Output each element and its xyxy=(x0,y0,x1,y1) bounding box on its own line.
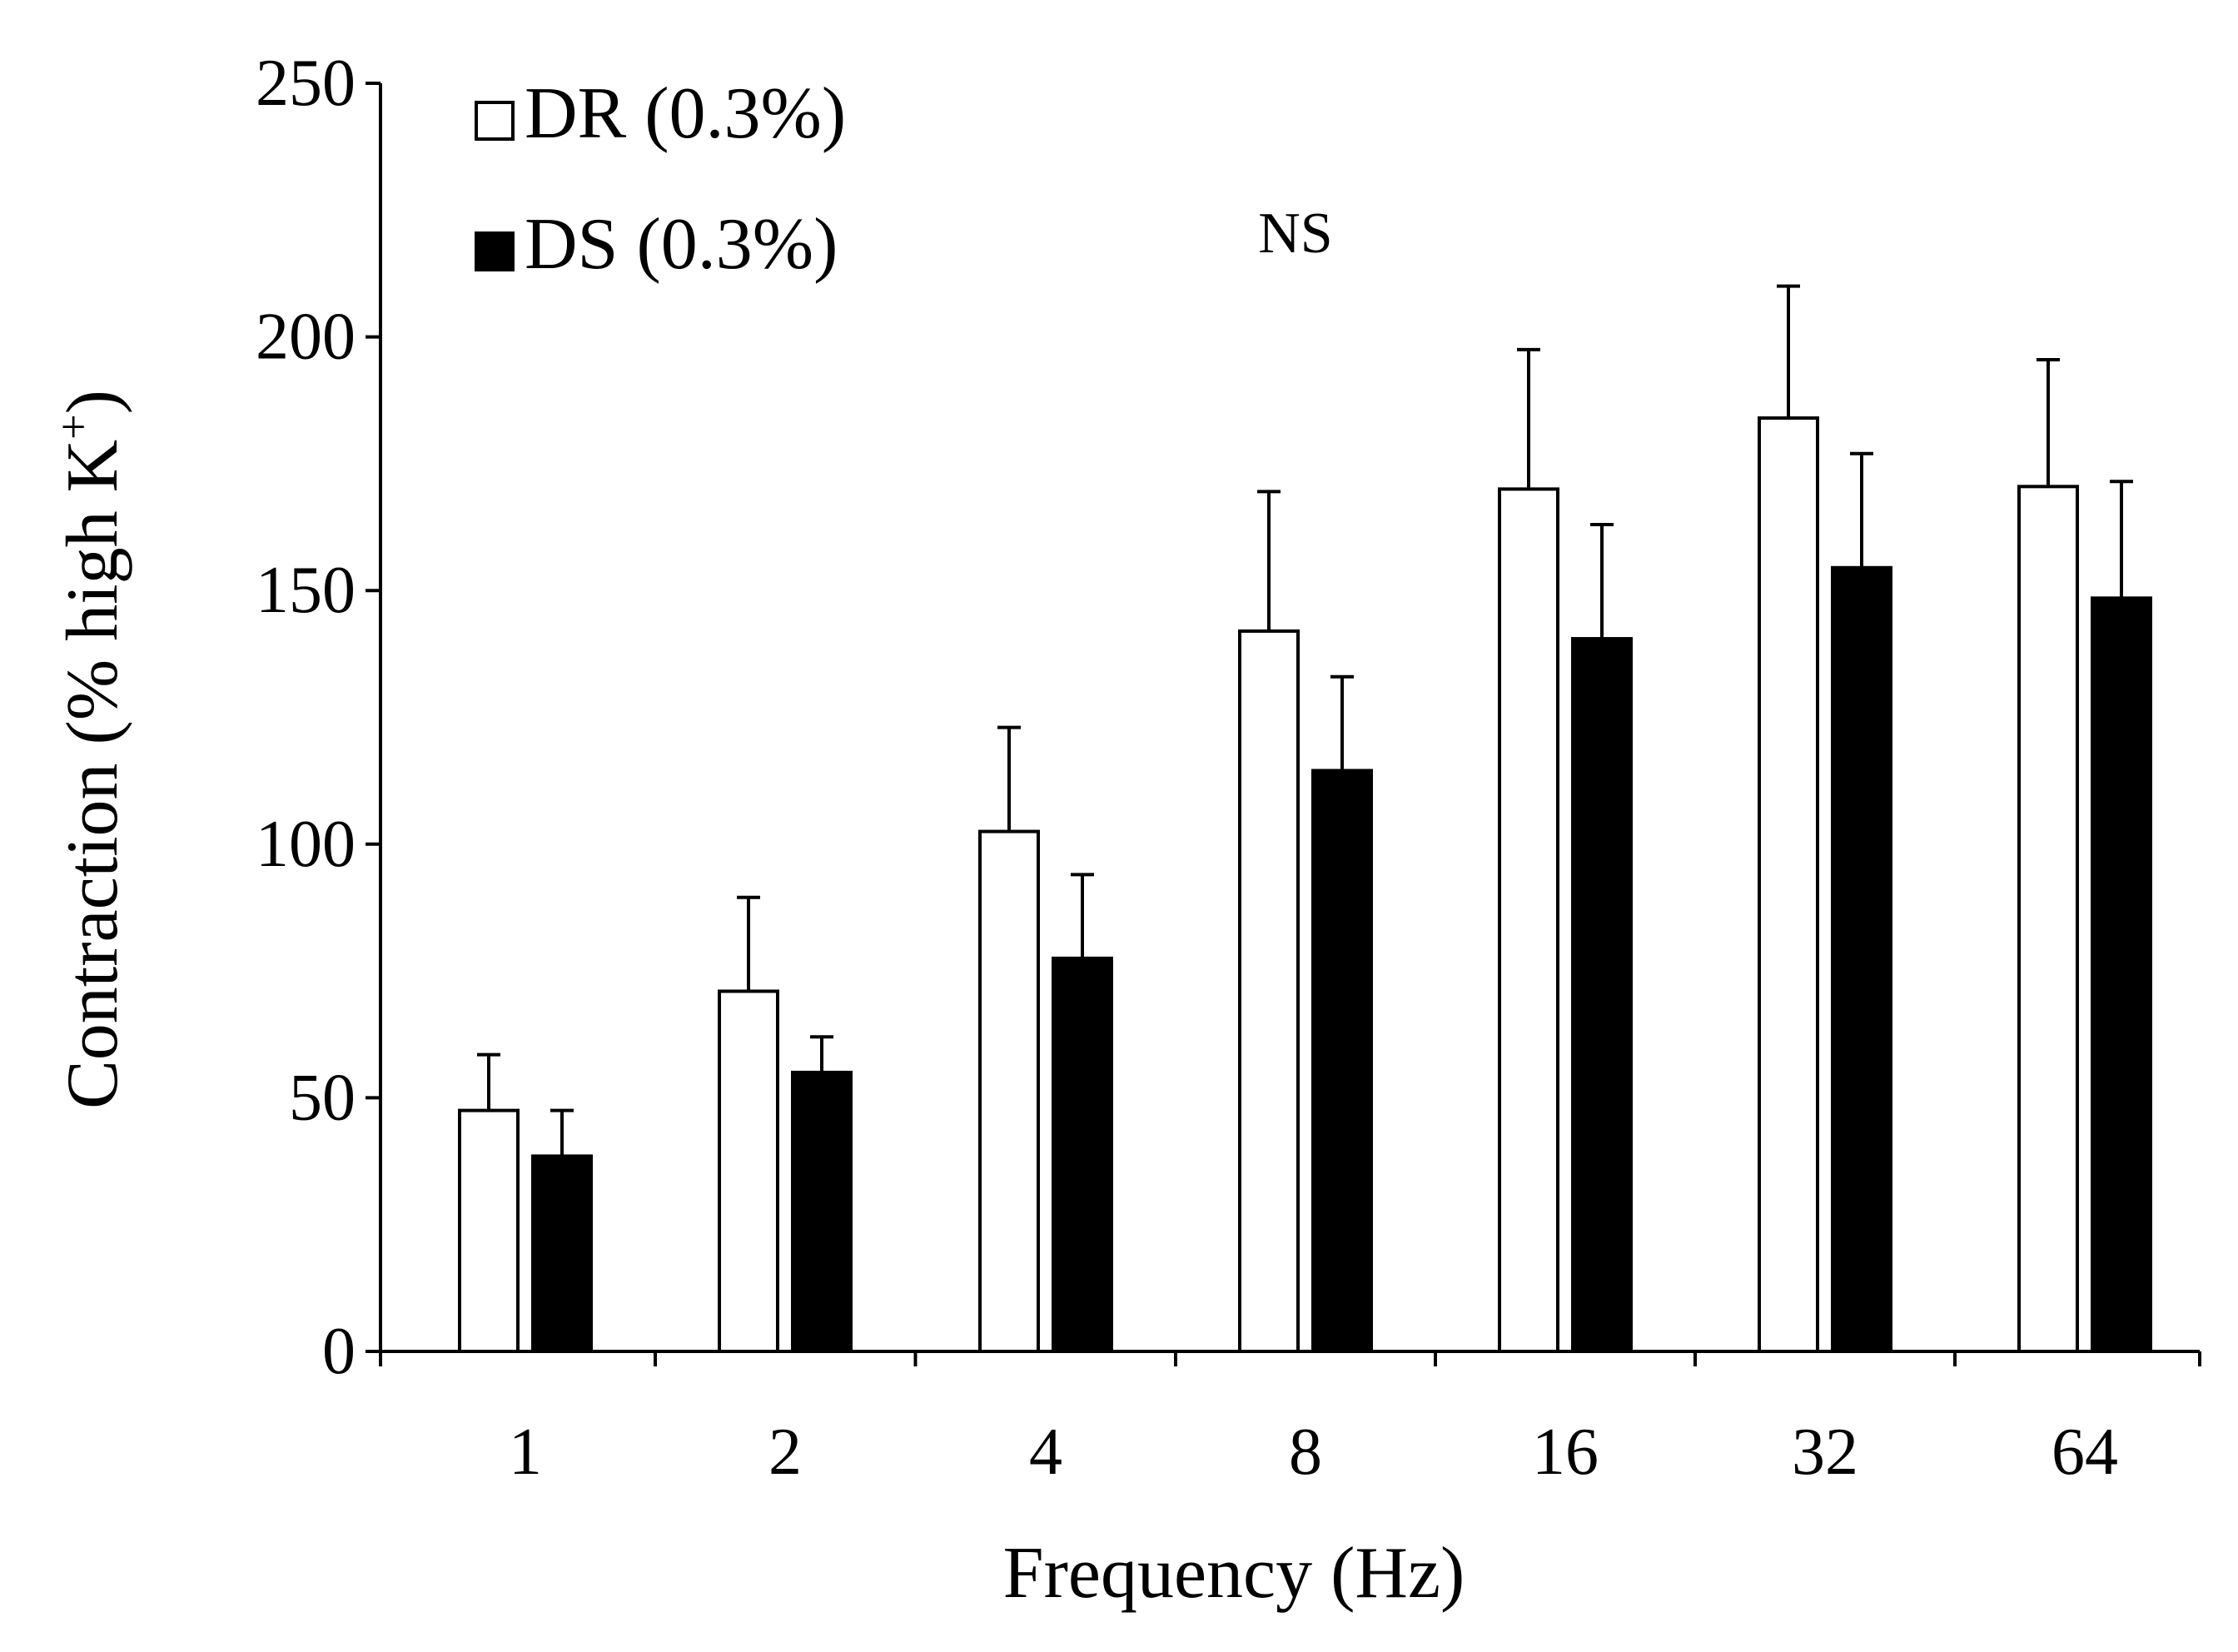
legend-label-ds: DS (0.3%) xyxy=(525,204,838,285)
bar-dr-32hz xyxy=(1758,416,1819,1353)
x-tick-label-4: 4 xyxy=(1029,1416,1062,1489)
y-tick-label-200: 200 xyxy=(256,301,356,374)
labels-layer: 0 50 100 150 200 250 1 2 4 8 16 32 64 xyxy=(256,47,2118,1489)
bar-dr-8hz xyxy=(1238,629,1300,1353)
legend-swatch-ds xyxy=(475,231,515,271)
bar-ds-2hz xyxy=(791,1070,853,1353)
y-axis-title: Contraction (% high K+) xyxy=(48,390,133,1109)
y-axis-title-superscript: + xyxy=(48,414,98,439)
bar-dr-2hz xyxy=(718,989,779,1354)
x-tick-label-64: 64 xyxy=(2052,1416,2118,1489)
y-axis-title-close: ) xyxy=(52,390,133,414)
bar-dr-1hz xyxy=(458,1108,520,1353)
axes-layer xyxy=(366,82,2201,1366)
x-tick-label-16: 16 xyxy=(1532,1416,1599,1489)
x-axis-title: Frequency (Hz) xyxy=(1003,1533,1465,1614)
bar-ds-16hz xyxy=(1571,637,1633,1353)
y-tick-label-250: 250 xyxy=(256,47,356,120)
bar-dr-64hz xyxy=(2017,485,2079,1354)
bar-ds-64hz xyxy=(2091,596,2152,1353)
bar-ds-8hz xyxy=(1311,769,1373,1353)
bar-dr-4hz xyxy=(978,829,1040,1353)
bar-ds-4hz xyxy=(1052,956,1113,1353)
x-tick-label-8: 8 xyxy=(1289,1416,1322,1489)
y-tick-label-100: 100 xyxy=(256,808,356,881)
y-tick-label-0: 0 xyxy=(322,1315,356,1388)
bar-dr-16hz xyxy=(1498,487,1559,1353)
annotation-ns: NS xyxy=(1258,202,1332,266)
bar-ds-32hz xyxy=(1831,565,1892,1353)
legend-label-dr: DR (0.3%) xyxy=(525,73,846,154)
y-tick-label-150: 150 xyxy=(256,554,356,627)
legend: DR (0.3%) DS (0.3%) xyxy=(475,73,846,285)
x-tick-label-1: 1 xyxy=(509,1416,542,1489)
bar-ds-1hz xyxy=(531,1154,593,1354)
y-axis-title-main: Contraction (% high K xyxy=(52,440,133,1109)
bars-layer xyxy=(458,284,2152,1354)
legend-swatch-dr xyxy=(475,101,515,141)
y-tick-label-50: 50 xyxy=(289,1061,356,1134)
x-tick-label-2: 2 xyxy=(768,1416,802,1489)
x-tick-label-32: 32 xyxy=(1792,1416,1858,1489)
